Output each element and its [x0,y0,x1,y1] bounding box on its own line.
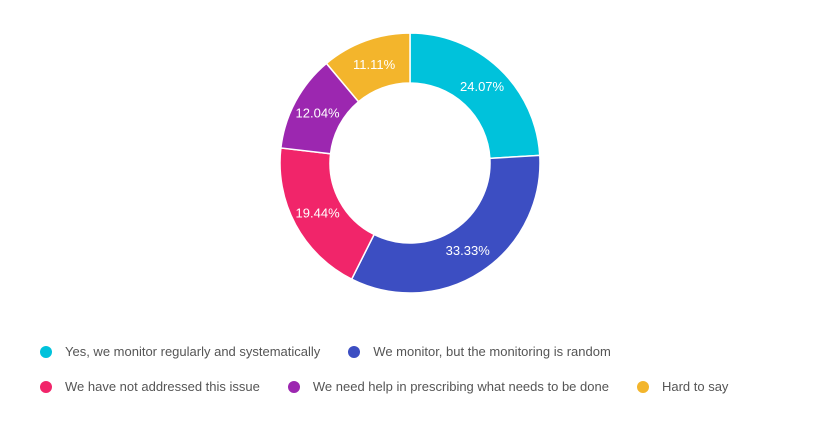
legend-item-monitor-random[interactable]: We monitor, but the monitoring is random [348,344,611,359]
donut-slice-4[interactable] [325,32,411,103]
legend-label: Yes, we monitor regularly and systematic… [65,344,321,359]
donut-chart-svg: 24.07% 33.33% 19.44% 12.04% 11.11% [279,32,541,294]
slice-value-label-0: 24.07% [460,79,505,94]
legend-label: We need help in prescribing what needs t… [312,379,609,394]
slice-value-label-1: 33.33% [446,243,491,258]
legend-marker-icon [40,345,52,358]
legend-row-1: Yes, we monitor regularly and systematic… [40,344,639,359]
legend-row-2: We have not addressed this issue We need… [40,379,756,394]
legend-item-hard-to-say[interactable]: Hard to say [636,379,729,394]
legend-label: Hard to say [661,379,729,394]
slice-value-label-4: 11.11% [353,57,396,72]
legend-label: We have not addressed this issue [65,379,260,394]
slice-value-label-3: 12.04% [296,106,341,121]
legend-marker-icon [348,345,361,358]
donut-slice-1[interactable] [350,154,541,294]
legend-item-not-addressed[interactable]: We have not addressed this issue [40,379,260,394]
legend-marker-icon [287,380,300,393]
legend-label: We monitor, but the monitoring is random [373,344,611,359]
slice-value-label-2: 19.44% [296,205,341,220]
legend-item-need-help[interactable]: We need help in prescribing what needs t… [287,379,609,394]
donut-chart: 24.07% 33.33% 19.44% 12.04% 11.11% [279,32,541,294]
legend-item-yes-monitor[interactable]: Yes, we monitor regularly and systematic… [40,344,320,359]
legend-marker-icon [40,380,52,393]
donut-slice-0[interactable] [409,32,541,160]
legend-marker-icon [636,380,649,393]
